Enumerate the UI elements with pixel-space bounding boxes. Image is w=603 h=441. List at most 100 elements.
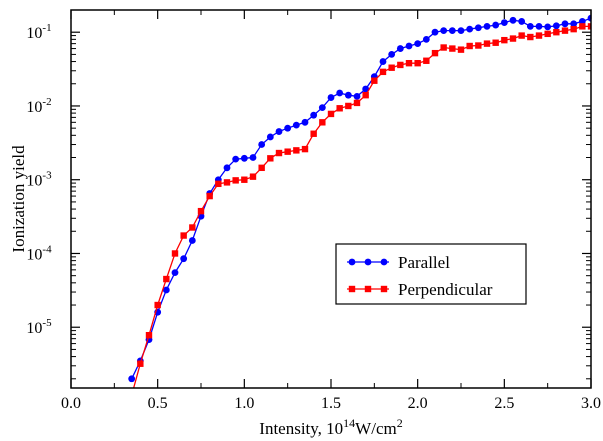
data-point — [414, 59, 421, 67]
y-axis-label: Ionization yield — [9, 145, 28, 253]
y-tick-label: 10-5 — [26, 317, 52, 337]
data-point — [414, 40, 422, 48]
data-point — [327, 94, 335, 101]
data-point — [301, 145, 309, 153]
data-point — [587, 23, 591, 30]
data-point — [162, 286, 170, 294]
data-point — [292, 121, 300, 129]
data-point — [240, 154, 248, 162]
data-point — [440, 27, 448, 35]
data-point — [284, 124, 292, 132]
plot-frame — [70, 9, 592, 389]
data-point — [362, 91, 369, 99]
data-point — [544, 23, 552, 31]
legend-label-parallel: Parallel — [398, 253, 450, 272]
data-point — [284, 148, 291, 155]
data-point — [353, 99, 361, 107]
data-point — [188, 237, 196, 244]
data-point — [431, 49, 439, 57]
data-point — [466, 25, 474, 33]
data-point — [344, 91, 352, 99]
data-point — [483, 22, 491, 30]
legend-label-perpendicular: Perpendicular — [398, 280, 493, 299]
data-point — [535, 22, 543, 30]
data-point — [423, 57, 430, 64]
axes-layer: 0.0 0.5 1.0 1.5 2.0 2.5 3.0 10-1 10-2 10-3 10-4 10-… — [26, 9, 601, 412]
data-point — [310, 130, 317, 137]
data-point — [137, 360, 144, 367]
data-point — [232, 155, 240, 163]
data-point — [396, 45, 404, 52]
data-point — [500, 19, 508, 26]
data-point — [457, 27, 465, 35]
data-point — [526, 22, 534, 30]
data-point — [405, 42, 413, 50]
data-point — [327, 110, 335, 118]
data-point — [561, 20, 569, 28]
data-point — [422, 35, 430, 43]
data-point — [388, 51, 396, 58]
y-tick-label: 10-1 — [26, 22, 51, 42]
data-point — [544, 30, 551, 38]
data-point — [587, 14, 591, 22]
data-point — [553, 29, 560, 36]
data-point — [492, 21, 500, 29]
data-point — [518, 18, 526, 25]
data-point — [275, 128, 283, 135]
x-tick-label: 3.0 — [581, 395, 601, 412]
data-point — [405, 59, 413, 67]
data-point — [448, 27, 456, 35]
series-parallel — [128, 14, 591, 383]
legend-marker-parallel-2 — [364, 258, 372, 266]
data-point — [197, 207, 205, 215]
data-point — [171, 250, 179, 257]
data-point — [492, 39, 499, 46]
data-point — [258, 164, 265, 172]
data-point — [578, 18, 586, 25]
data-point — [362, 85, 370, 93]
data-point — [561, 27, 569, 34]
data-point — [266, 133, 274, 141]
legend: Parallel Perpendicular — [335, 243, 527, 305]
x-tick-label: 1.0 — [234, 395, 254, 412]
data-point — [128, 375, 136, 383]
data-point — [449, 45, 456, 52]
data-point — [249, 173, 257, 180]
data-point — [466, 42, 473, 50]
x-axis-label: Intensity, 1014W/cm2 — [259, 416, 402, 438]
data-point — [579, 23, 586, 30]
data-point — [301, 118, 309, 126]
legend-marker-parallel — [348, 258, 356, 266]
data-point — [397, 61, 404, 69]
data-point — [353, 92, 361, 100]
data-point — [570, 20, 578, 28]
data-point — [145, 331, 153, 339]
data-point — [128, 392, 134, 398]
data-point — [180, 232, 187, 239]
data-point — [371, 77, 378, 84]
data-point — [310, 111, 318, 119]
data-point — [154, 301, 161, 309]
data-point — [345, 102, 352, 110]
x-tick-label: 0.5 — [148, 395, 168, 412]
series-perpendicular — [128, 23, 591, 398]
legend-marker-perpendicular — [348, 285, 356, 293]
y-tick-label: 10-2 — [26, 96, 51, 116]
data-point — [552, 22, 560, 30]
data-point — [483, 40, 491, 47]
y-tick-label: 10-3 — [26, 170, 52, 190]
data-point — [509, 16, 517, 24]
data-point — [570, 25, 577, 33]
data-point — [223, 179, 231, 186]
y-tick-label: 10-4 — [26, 243, 52, 263]
data-point — [206, 192, 213, 200]
legend-marker-parallel-3 — [380, 258, 388, 266]
legend-marker-perpendicular-3 — [380, 285, 388, 293]
data-point — [267, 155, 274, 162]
plot-background — [71, 10, 591, 388]
data-point — [241, 176, 248, 183]
data-point — [275, 149, 283, 157]
data-point — [440, 44, 447, 51]
data-point — [379, 68, 387, 76]
